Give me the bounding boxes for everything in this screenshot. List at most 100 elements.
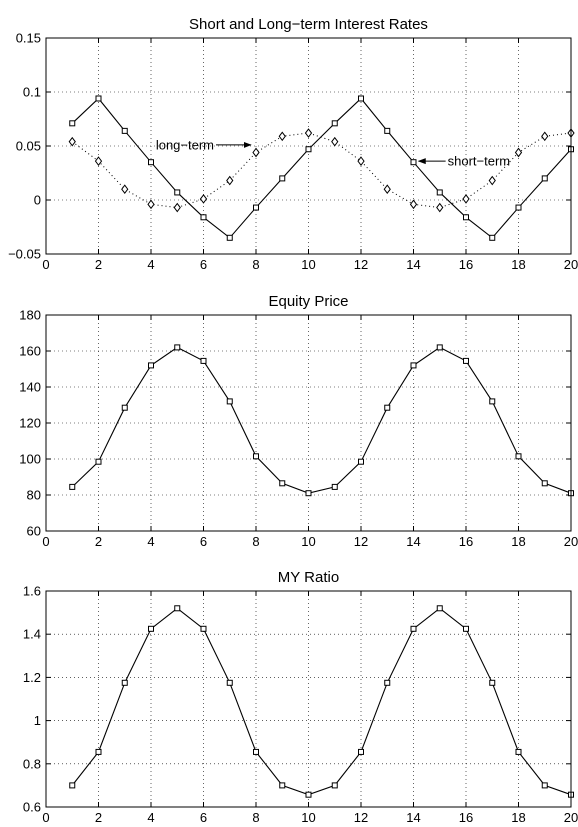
x-tick-label: 10 — [301, 810, 315, 825]
y-tick-label: 120 — [19, 416, 41, 431]
square-point — [95, 748, 102, 755]
chart-title: Short and Long−term Interest Rates — [189, 16, 428, 33]
square-point — [174, 605, 181, 612]
square-point — [279, 782, 286, 789]
square-point — [331, 483, 338, 490]
x-tick-label: 8 — [252, 534, 259, 549]
annotation-label: short−term — [448, 154, 511, 169]
y-tick-label: 100 — [19, 452, 41, 467]
x-tick-label: 16 — [459, 257, 473, 272]
x-tick-label: 16 — [459, 534, 473, 549]
square-point — [200, 357, 207, 364]
square-point — [489, 398, 496, 405]
diamond-point — [488, 175, 496, 186]
y-tick-label: 80 — [27, 488, 41, 503]
annotation-label: long−term — [156, 137, 214, 152]
square-point — [305, 146, 312, 153]
square-point — [358, 95, 364, 102]
square-point — [384, 127, 391, 134]
square-point — [95, 458, 102, 465]
x-tick-label: 10 — [301, 534, 315, 549]
diamond-point — [383, 184, 391, 195]
square-point — [174, 344, 181, 351]
square-point — [358, 458, 364, 465]
series-line-2 — [71, 132, 572, 209]
square-point — [331, 120, 338, 127]
y-tick-label: −0.05 — [8, 247, 41, 262]
x-tick-label: 12 — [354, 257, 368, 272]
square-point — [305, 490, 312, 497]
square-point — [148, 159, 154, 166]
square-point — [226, 679, 233, 686]
x-tick-label: 6 — [200, 257, 207, 272]
x-tick-label: 18 — [511, 257, 525, 272]
square-point — [463, 214, 469, 221]
square-point — [410, 362, 417, 369]
x-tick-label: 2 — [95, 534, 102, 549]
x-tick-label: 6 — [200, 534, 207, 549]
y-tick-label: 0.1 — [23, 85, 41, 100]
series-line-1 — [71, 607, 572, 796]
x-tick-label: 18 — [511, 810, 525, 825]
series-line-1 — [71, 97, 572, 239]
square-point — [253, 204, 259, 211]
diamond-point — [173, 202, 181, 213]
square-point — [69, 483, 76, 490]
diamond-point — [278, 131, 286, 142]
x-tick-label: 8 — [252, 810, 259, 825]
diamond-point — [541, 131, 549, 142]
y-tick-label: 1 — [34, 713, 41, 728]
y-tick-label: 1.6 — [23, 584, 41, 599]
y-tick-label: 0.15 — [16, 31, 41, 46]
square-point — [384, 679, 391, 686]
square-point — [515, 453, 522, 460]
x-tick-label: 18 — [511, 534, 525, 549]
square-point — [436, 605, 443, 612]
square-point — [541, 782, 548, 789]
square-point — [279, 175, 286, 182]
y-tick-label: 1.2 — [23, 670, 41, 685]
y-tick-label: 1.4 — [23, 627, 41, 642]
diamond-point — [409, 199, 418, 210]
square-point — [95, 95, 102, 102]
axes-box — [45, 314, 572, 532]
square-point — [279, 480, 286, 487]
diamond-point — [462, 194, 470, 204]
diamond-point — [252, 147, 260, 158]
x-tick-label: 14 — [406, 810, 420, 825]
diamond-point — [199, 194, 208, 204]
square-point — [463, 357, 469, 364]
square-point — [410, 159, 417, 166]
x-tick-label: 4 — [147, 534, 154, 549]
axes-box — [45, 590, 572, 808]
square-point — [489, 679, 496, 686]
square-point — [463, 625, 469, 632]
diamond-point — [436, 202, 444, 213]
square-point — [121, 404, 128, 411]
diamond-point — [226, 175, 234, 186]
x-tick-label: 12 — [354, 810, 368, 825]
chart-title: Equity Price — [268, 293, 348, 310]
diamond-point — [514, 147, 523, 158]
x-tick-label: 0 — [42, 534, 49, 549]
square-point — [226, 398, 233, 405]
x-tick-label: 10 — [301, 257, 315, 272]
x-tick-label: 14 — [406, 257, 420, 272]
diamond-point — [68, 136, 76, 147]
square-point — [305, 791, 312, 798]
square-point — [384, 404, 391, 411]
square-point — [148, 625, 154, 632]
x-tick-label: 20 — [564, 810, 578, 825]
square-point — [410, 625, 417, 632]
square-point — [436, 344, 443, 351]
square-point — [436, 189, 443, 196]
chart-panel-2: Equity Price 0 2 4 6 8 10 12 14 16 18 20 60 80 100 120 1… — [19, 293, 578, 549]
y-tick-label: 140 — [19, 380, 41, 395]
y-tick-label: 0.6 — [23, 800, 41, 815]
x-tick-label: 4 — [147, 257, 154, 272]
square-point — [253, 748, 259, 755]
square-point — [541, 480, 548, 487]
chart-panel-3: MY Ratio 0 2 4 6 8 10 12 14 16 18 20 0.6 0.8 1 1.2 1.4 1.… — [23, 569, 578, 825]
square-point — [69, 120, 76, 127]
